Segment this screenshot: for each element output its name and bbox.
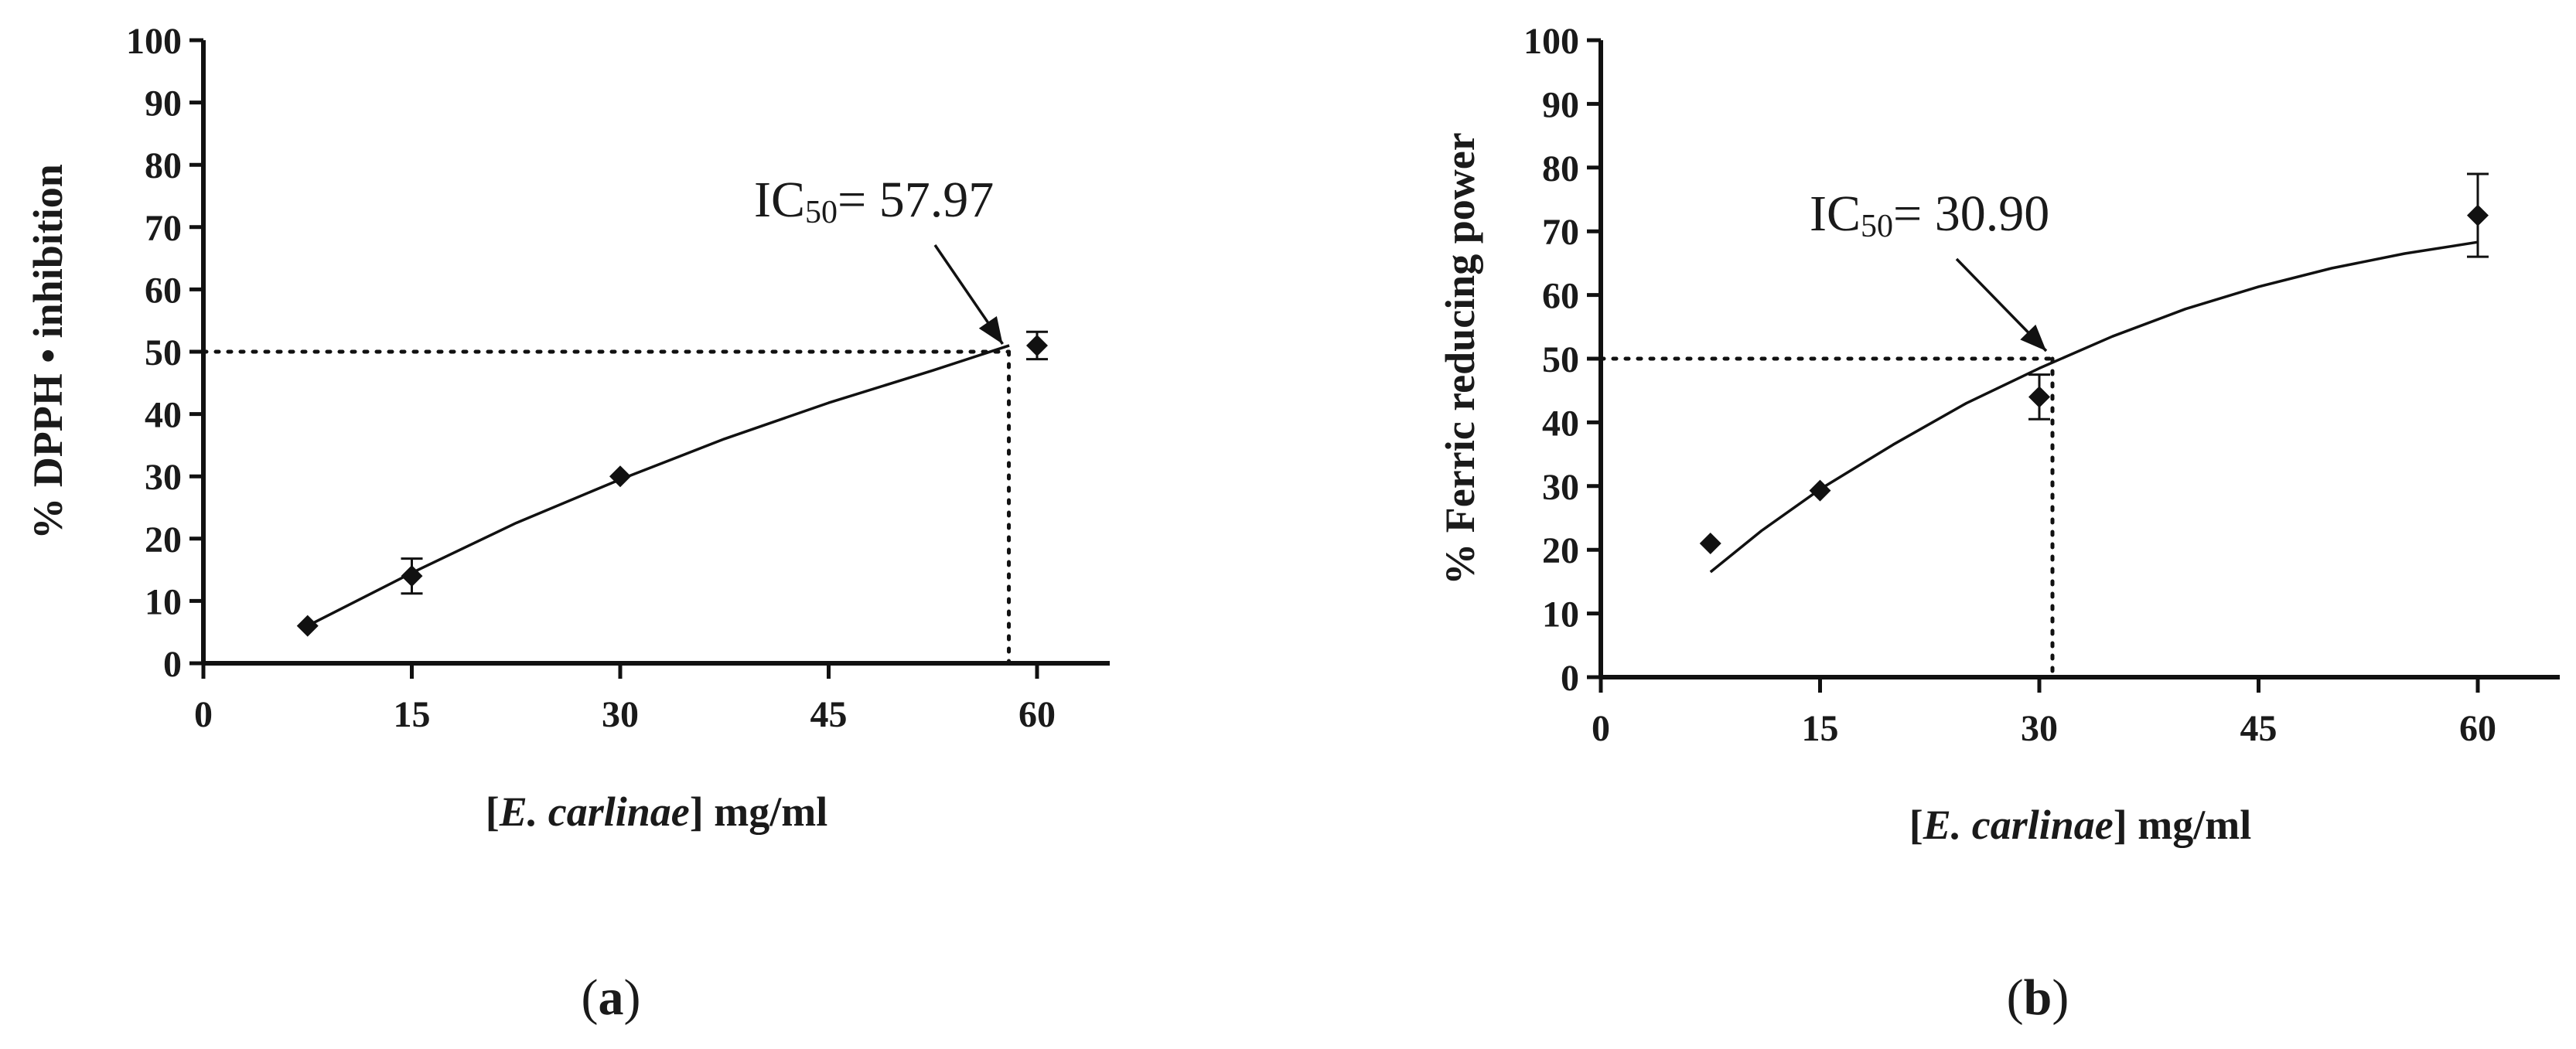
x-tick-label: 30: [602, 694, 639, 735]
panel-label-letter: a: [599, 969, 624, 1026]
panel-label-close: ): [624, 969, 641, 1026]
y-tick-label: 30: [145, 457, 182, 498]
chart-panel-a: 0 10 20 30 40 50 60 70 80 90 100 0 15 30 45 60 % DPPH • …: [25, 21, 1110, 1026]
data-point-diamond: [1699, 532, 1721, 554]
x-tick-label: 60: [1018, 694, 1056, 735]
ic50-subscript: 50: [1861, 209, 1893, 244]
y-tick-label: 50: [145, 332, 182, 373]
x-axis-title-prefix: [: [486, 788, 500, 835]
data-point-diamond: [401, 565, 423, 588]
data-point-diamond: [609, 465, 631, 488]
data-point-diamond: [296, 615, 319, 637]
ic50-value: = 57.97: [838, 172, 994, 228]
y-axis-title: % DPPH • inhibition: [25, 164, 71, 540]
data-point-diamond: [2467, 204, 2489, 226]
y-tick-label: 0: [1561, 658, 1579, 699]
y-tick-label: 80: [1542, 148, 1579, 189]
panel-label-open: (: [582, 969, 599, 1026]
y-tick-label: 60: [145, 270, 182, 311]
y-tick-label: 90: [145, 83, 182, 124]
x-axis-title-suffix: ] mg/ml: [690, 788, 827, 835]
ic50-subscript: 50: [805, 195, 838, 230]
y-tick-label: 100: [126, 21, 182, 62]
y-tick-label: 10: [1542, 594, 1579, 635]
y-axis-title: % Ferric reducing power: [1437, 132, 1483, 584]
ic50-prefix: IC: [754, 172, 805, 228]
y-tick-label: 10: [145, 581, 182, 622]
y-tick-label: 50: [1542, 339, 1579, 380]
y-tick-label: 90: [1542, 84, 1579, 125]
x-tick-label: 0: [1592, 708, 1610, 749]
y-tick-label: 20: [145, 519, 182, 560]
x-axis-title-italic: E. carlinae: [499, 788, 690, 835]
panel-label: (a): [582, 969, 641, 1026]
x-tick-label: 60: [2459, 708, 2496, 749]
y-tick-label: 70: [1542, 212, 1579, 253]
data-point-diamond: [1026, 334, 1048, 356]
panel-label-close: ): [2052, 969, 2069, 1026]
fit-curve: [1709, 240, 2479, 574]
x-axis-title-suffix: ] mg/ml: [2114, 802, 2251, 848]
x-tick-label: 45: [810, 694, 848, 735]
x-tick-label: 15: [1802, 708, 1839, 749]
x-tick-label: 15: [394, 694, 431, 735]
panel-label: (b): [2007, 969, 2069, 1026]
x-axis-title-italic: E. carlinae: [1923, 802, 2114, 848]
chart-panel-b: 0 10 20 30 40 50 60 70 80 90 100 0 15 30 45 60 % Ferric …: [1437, 21, 2560, 1026]
y-tick-label: 60: [1542, 276, 1579, 317]
panel-label-letter: b: [2024, 969, 2052, 1026]
ic50-annotation: IC50= 30.90: [1810, 186, 2049, 244]
data-point-diamond: [1809, 479, 1831, 502]
x-axis-title: [E. carlinae] mg/ml: [486, 788, 827, 835]
y-tick-label: 40: [1542, 403, 1579, 444]
fit-curve: [307, 344, 1010, 628]
annotation-arrow-head: [978, 316, 1003, 344]
y-tick-label: 0: [163, 644, 182, 685]
x-tick-label: 30: [2021, 708, 2058, 749]
y-tick-label: 100: [1523, 21, 1579, 62]
x-tick-label: 0: [194, 694, 213, 735]
y-tick-label: 20: [1542, 530, 1579, 571]
y-tick-label: 40: [145, 395, 182, 436]
x-axis-title: [E. carlinae] mg/ml: [1909, 802, 2251, 848]
ic50-annotation: IC50= 57.97: [754, 172, 994, 230]
y-tick-label: 30: [1542, 467, 1579, 508]
annotation-arrow-head: [2020, 324, 2047, 351]
data-point-diamond: [2028, 386, 2050, 408]
ic50-prefix: IC: [1810, 186, 1861, 242]
x-axis-title-prefix: [: [1909, 802, 1923, 848]
x-tick-label: 45: [2240, 708, 2277, 749]
panel-label-open: (: [2007, 969, 2024, 1026]
ic50-value: = 30.90: [1893, 186, 2049, 242]
y-tick-label: 80: [145, 145, 182, 186]
y-tick-label: 70: [145, 208, 182, 249]
